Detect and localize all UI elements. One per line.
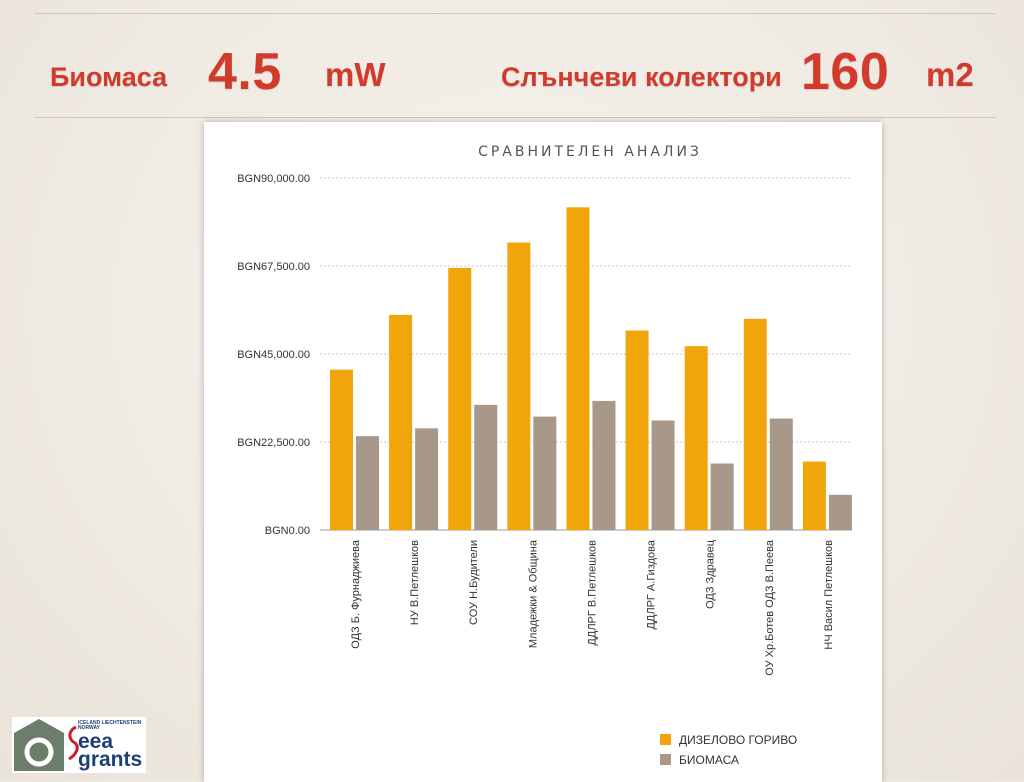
legend-label: БИОМАСА	[679, 753, 739, 767]
bar-diesel	[507, 242, 531, 530]
chart-title: СРАВНИТЕЛЕН АНАЛИЗ	[478, 144, 702, 160]
bar-diesel	[389, 314, 413, 530]
bar-diesel	[743, 318, 767, 530]
eea-countries: ICELAND LIECHTENSTEIN NORWAY	[78, 720, 142, 731]
y-tick-label: BGN67,500.00	[237, 261, 310, 273]
solar-label: Слънчеви колектори	[501, 62, 782, 92]
x-axis-ticks: ОДЗ Б. Фурнаджиева НУ В.Петлешков СОУ Н.Бу…	[350, 539, 835, 676]
x-tick-label: ДДЛРГ А.Гиздова	[646, 539, 658, 629]
bar-biomass	[651, 420, 675, 530]
legend-swatch	[660, 754, 671, 765]
x-tick-label: ОДЗ Здравец	[705, 539, 717, 609]
biomass-value: 4.5	[208, 43, 282, 101]
y-axis-ticks: BGN0.00 BGN22,500.00 BGN45,000.00 BGN67,500…	[237, 173, 310, 537]
bar-diesel	[330, 369, 353, 530]
chart-legend: ДИЗЕЛОВО ГОРИВО БИОМАСА	[660, 733, 797, 767]
biomass-unit: mW	[325, 56, 386, 93]
bar-diesel	[448, 267, 472, 530]
y-tick-label: BGN90,000.00	[237, 173, 310, 185]
bar-biomass	[474, 404, 498, 530]
bar-biomass	[415, 428, 439, 530]
header-divider	[34, 117, 996, 118]
solar-unit: m2	[926, 56, 974, 93]
bar-biomass	[592, 400, 616, 530]
x-tick-label: НУ В.Петлешков	[409, 540, 421, 625]
chart-panel: СРАВНИТЕЛЕН АНАЛИЗ BGN0.00 BGN22,500.00 BG…	[204, 122, 882, 782]
y-tick-label: BGN0.00	[265, 525, 310, 537]
eea-wordmark: eea grants	[78, 730, 143, 771]
bar-biomass	[769, 418, 793, 530]
x-tick-label: Младежки & Община	[527, 539, 539, 648]
y-tick-label: BGN22,500.00	[237, 437, 310, 449]
bar-diesel	[802, 461, 826, 530]
top-divider	[34, 13, 996, 14]
x-tick-label: ДДЛРГ В.Петлешков	[586, 540, 598, 646]
eea-swirl-icon	[68, 725, 79, 761]
y-tick-label: BGN45,000.00	[237, 349, 310, 361]
legend-label: ДИЗЕЛОВО ГОРИВО	[679, 733, 797, 747]
x-tick-label: ОДЗ Б. Фурнаджиева	[350, 539, 362, 649]
biomass-label: Биомаса	[50, 62, 168, 92]
bar-diesel	[684, 346, 708, 530]
bar-chart: СРАВНИТЕЛЕН АНАЛИЗ BGN0.00BGN22,500.00BG…	[237, 144, 852, 767]
legend-swatch	[660, 734, 671, 745]
x-tick-label: СОУ Н.Будители	[468, 540, 480, 625]
eea-grants-logo: ICELAND LIECHTENSTEIN NORWAY eea grants	[12, 717, 146, 773]
bar-diesel	[566, 207, 590, 530]
bar-biomass	[710, 463, 734, 530]
x-tick-label: ОУ Хр.Ботев ОДЗ В.Пеева	[764, 539, 776, 676]
bar-biomass	[533, 416, 557, 530]
solar-value: 160	[801, 43, 890, 101]
chart-bars	[330, 207, 852, 530]
bar-biomass	[828, 494, 852, 530]
x-tick-label: НЧ Васил Петлешков	[823, 540, 835, 650]
bar-diesel	[625, 330, 649, 530]
bar-biomass	[356, 436, 379, 530]
house-logo-icon	[14, 719, 64, 771]
